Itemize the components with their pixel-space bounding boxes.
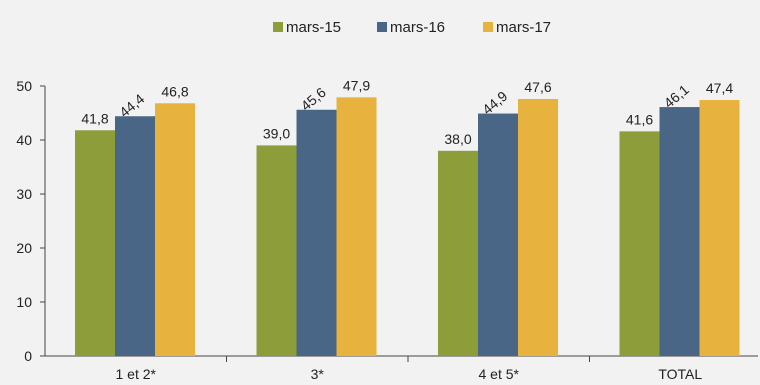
y-tick-label: 30 xyxy=(16,186,32,202)
x-tick-label: 3* xyxy=(311,366,325,382)
legend-swatch xyxy=(377,22,387,32)
y-tick-label: 40 xyxy=(16,132,32,148)
x-tick-label: 1 et 2* xyxy=(116,366,157,382)
bar xyxy=(518,98,558,357)
x-tick-label: TOTAL xyxy=(658,366,702,382)
y-tick-label: 20 xyxy=(16,240,32,256)
legend-label: mars-17 xyxy=(496,19,551,36)
data-label: 38,0 xyxy=(444,131,471,147)
legend-label: mars-16 xyxy=(390,19,445,36)
bar xyxy=(659,107,700,356)
y-tick-label: 50 xyxy=(16,78,32,94)
data-label: 47,6 xyxy=(524,79,551,95)
data-label: 44,4 xyxy=(116,90,147,120)
bar xyxy=(438,150,478,356)
bar xyxy=(296,109,337,356)
bar xyxy=(619,131,660,356)
bar xyxy=(256,145,297,356)
bar xyxy=(699,100,740,356)
data-label: 41,6 xyxy=(626,111,653,127)
bar xyxy=(336,97,377,356)
legend-swatch xyxy=(273,22,283,32)
data-label: 41,8 xyxy=(81,110,108,126)
x-tick-label: 4 et 5* xyxy=(479,366,520,382)
bar xyxy=(155,103,195,356)
data-label: 45,6 xyxy=(298,84,329,114)
bar xyxy=(115,116,155,357)
y-tick-label: 10 xyxy=(16,294,32,310)
legend-swatch xyxy=(483,22,493,32)
data-label: 47,4 xyxy=(706,80,733,96)
data-label: 46,8 xyxy=(161,83,188,99)
data-label: 44,9 xyxy=(479,88,510,118)
y-tick-label: 0 xyxy=(24,348,32,364)
legend-label: mars-15 xyxy=(286,19,341,36)
data-label: 46,1 xyxy=(661,81,692,111)
data-label: 39,0 xyxy=(263,125,290,141)
legend: mars-15 mars-16 mars-17 xyxy=(273,19,551,36)
bar xyxy=(75,130,115,356)
data-label: 47,9 xyxy=(343,77,370,93)
bar xyxy=(478,113,518,356)
